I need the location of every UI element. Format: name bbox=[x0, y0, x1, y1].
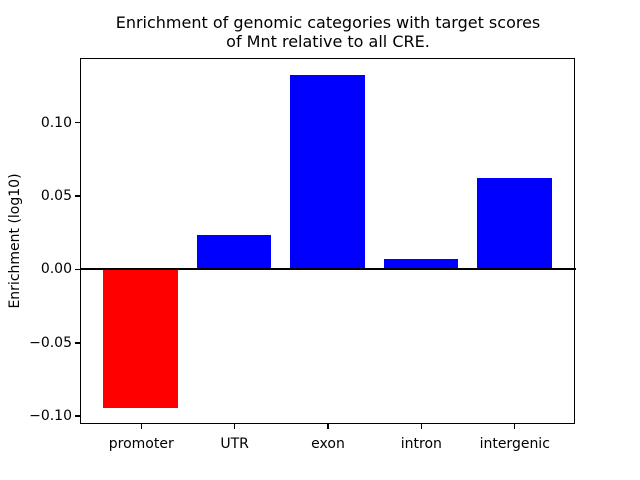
y-tick-mark bbox=[75, 121, 80, 124]
x-tick-mark bbox=[233, 423, 236, 429]
x-tick-mark bbox=[420, 423, 423, 429]
bar-intergenic bbox=[476, 177, 552, 269]
y-tick-label: 0.00 bbox=[40, 261, 72, 278]
plot-area bbox=[79, 58, 576, 424]
zero-line bbox=[79, 267, 576, 271]
y-tick-mark bbox=[75, 415, 80, 417]
x-tick-label-promoter: promoter bbox=[108, 436, 174, 452]
y-tick-mark bbox=[75, 342, 80, 344]
y-tick-label: 0.10 bbox=[40, 114, 72, 131]
bar-promoter bbox=[103, 268, 179, 409]
x-tick-label-UTR: UTR bbox=[220, 436, 249, 452]
y-tick-label: −0.05 bbox=[29, 334, 72, 351]
x-tick-mark bbox=[513, 423, 516, 429]
bar-exon bbox=[290, 75, 365, 269]
y-tick-mark bbox=[75, 268, 80, 271]
chart-title: Enrichment of genomic categories with ta… bbox=[80, 13, 576, 51]
bar-UTR bbox=[196, 235, 272, 269]
x-tick-label-intron: intron bbox=[400, 436, 442, 452]
x-tick-label-intergenic: intergenic bbox=[479, 436, 550, 452]
y-tick-mark bbox=[75, 195, 80, 197]
y-tick-label: −0.10 bbox=[29, 408, 72, 425]
bar-intron bbox=[383, 258, 459, 269]
x-tick-mark bbox=[327, 423, 329, 429]
y-tick-label: 0.05 bbox=[40, 188, 72, 204]
chart-title-line1: Enrichment of genomic categories with ta… bbox=[115, 13, 541, 32]
x-tick-label-exon: exon bbox=[311, 436, 345, 452]
x-tick-mark bbox=[140, 423, 142, 429]
chart-title-line2: of Mnt relative to all CRE. bbox=[226, 32, 430, 51]
